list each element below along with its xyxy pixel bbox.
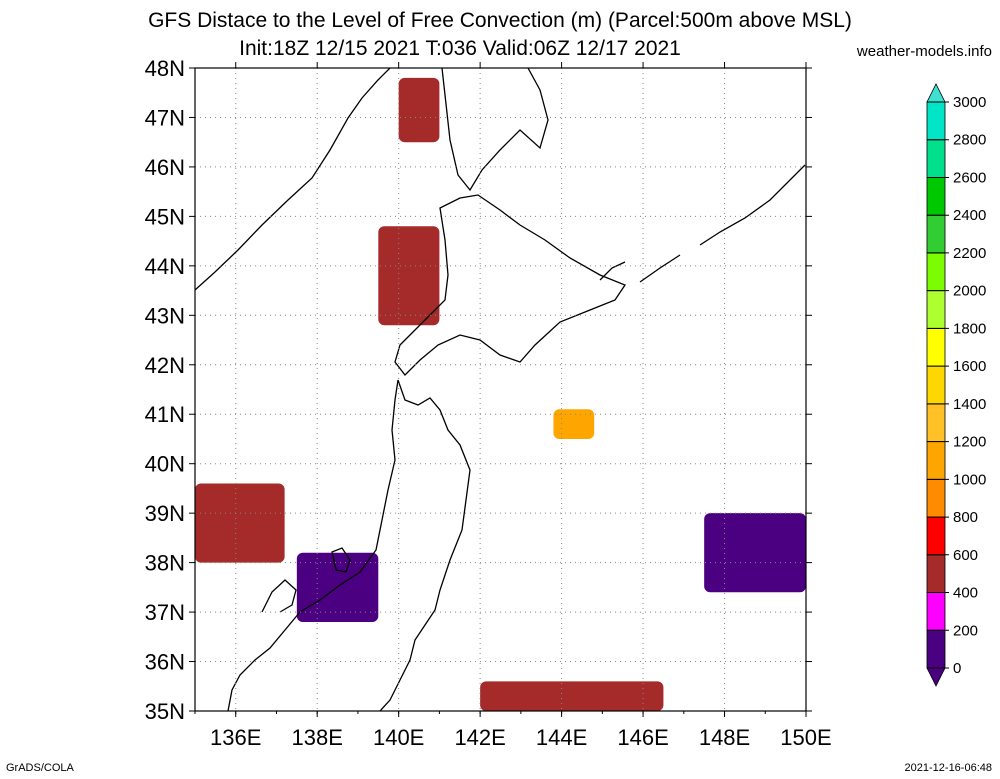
- colorbar-above-arrow: [926, 83, 946, 103]
- colorbar-label: 400: [953, 585, 978, 602]
- lfc-field: [195, 77, 806, 711]
- lon-label: 148E: [699, 725, 750, 750]
- colorbar-swatch: [926, 478, 946, 518]
- lat-label: 40N: [145, 452, 185, 477]
- sado-island: [331, 547, 351, 573]
- colorbar-label: 0: [953, 660, 961, 677]
- lon-label: 150E: [780, 725, 831, 750]
- noto-peninsula: [261, 579, 297, 613]
- timestamp: 2021-12-16-06:48: [904, 762, 992, 774]
- colorbar-label: 3000: [953, 94, 986, 111]
- kuril-islands: [599, 164, 806, 283]
- chart-title: GFS Distace to the Level of Free Convect…: [148, 9, 852, 32]
- lat-label: 42N: [145, 353, 185, 378]
- colorbar-label: 2600: [953, 169, 986, 186]
- lat-label: 45N: [145, 204, 185, 229]
- colorbar-swatch: [926, 139, 946, 178]
- lat-label: 47N: [145, 105, 185, 130]
- chart-subtitle: Init:18Z 12/15 2021 T:036 Valid:06Z 12/1…: [239, 37, 681, 60]
- colorbar-label: 1000: [953, 471, 986, 488]
- colorbar-swatch: [926, 252, 946, 292]
- colorbar-label: 1400: [953, 396, 986, 413]
- colorbar-label: 2000: [953, 283, 986, 300]
- colorbar-swatch: [926, 365, 946, 405]
- honshu-island: [227, 379, 471, 711]
- gridlines: [195, 68, 806, 711]
- lon-label: 136E: [210, 725, 261, 750]
- colorbar-swatch: [926, 214, 946, 254]
- lat-label: 48N: [145, 56, 185, 81]
- colorbar-label: 200: [953, 622, 978, 639]
- lat-label: 37N: [145, 600, 185, 625]
- coastlines: [195, 68, 806, 711]
- field-region-0: [378, 226, 440, 326]
- lon-label: 142E: [454, 725, 505, 750]
- hokkaido-island: [394, 194, 626, 376]
- colorbar-swatch: [926, 516, 946, 556]
- field-region-6: [480, 681, 664, 711]
- lon-label: 138E: [292, 725, 343, 750]
- lat-label: 46N: [145, 155, 185, 180]
- colorbar-swatch: [926, 592, 946, 631]
- lat-label: 44N: [145, 254, 185, 279]
- colorbar-label: 2800: [953, 132, 986, 149]
- colorbar-swatch: [926, 327, 946, 367]
- colorbar-swatch: [926, 101, 946, 141]
- field-region-1: [398, 77, 440, 143]
- colorbar-label: 1600: [953, 358, 986, 375]
- lat-label: 36N: [145, 650, 185, 675]
- field-region-5: [553, 409, 595, 439]
- lat-label: 38N: [145, 551, 185, 576]
- colorbar-swatch: [926, 441, 946, 480]
- colorbar-swatch: [926, 629, 946, 669]
- field-region-4: [704, 513, 806, 593]
- grads-credit: GrADS/COLA: [6, 762, 74, 774]
- sakhalin-island: [441, 68, 549, 192]
- colorbar-swatch: [926, 290, 946, 329]
- map-frame: [194, 67, 807, 712]
- colorbar: 0 200 400 600 800 1000 1200 1400 1600 1800 2000 220…: [926, 83, 986, 687]
- lon-label: 146E: [617, 725, 668, 750]
- colorbar-label: 600: [953, 547, 978, 564]
- lat-label: 41N: [145, 402, 185, 427]
- colorbar-label: 800: [953, 509, 978, 526]
- colorbar-label: 2200: [953, 245, 986, 262]
- colorbar-swatch: [926, 177, 946, 216]
- lon-label: 144E: [536, 725, 587, 750]
- axis-ticks: 48N 47N 46N 45N 44N 43N 42N 41N 40N 39N 38N 37N 36N 3…: [145, 56, 832, 750]
- lon-label: 140E: [373, 725, 424, 750]
- colorbar-swatch: [926, 554, 946, 593]
- mainland-coast: [195, 68, 391, 291]
- colorbar-label: 1800: [953, 320, 986, 337]
- lat-label: 43N: [145, 303, 185, 328]
- lat-label: 39N: [145, 501, 185, 526]
- site-label: weather-models.info: [856, 43, 992, 60]
- colorbar-label: 2400: [953, 207, 986, 224]
- field-region-2: [195, 483, 285, 563]
- lat-label: 35N: [145, 699, 185, 724]
- colorbar-below-arrow: [926, 667, 946, 687]
- colorbar-swatch: [926, 403, 946, 443]
- colorbar-label: 1200: [953, 434, 986, 451]
